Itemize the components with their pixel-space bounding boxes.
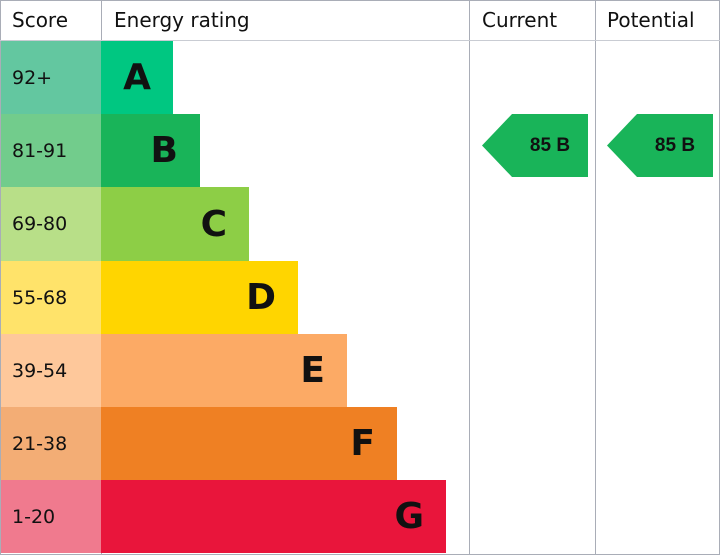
score-range-a: 92+	[1, 41, 101, 114]
rating-bar-b: B	[101, 114, 200, 187]
current-rating-label: 85 B	[529, 135, 571, 156]
header-current: Current	[482, 8, 558, 32]
rating-bar-e: E	[101, 334, 347, 407]
header-score: Score	[12, 8, 69, 32]
header-energy-rating: Energy rating	[114, 8, 250, 32]
score-range-b: 81-91	[1, 114, 101, 187]
header-potential: Potential	[607, 8, 695, 32]
rating-bar-a: A	[101, 41, 173, 114]
rating-bar-f: F	[101, 407, 397, 480]
score-range-d: 55-68	[1, 261, 101, 334]
header-divider	[0, 40, 720, 41]
current-arrow-shape	[482, 114, 588, 177]
rating-bar-g: G	[101, 480, 446, 553]
divider	[469, 0, 470, 555]
score-range-c: 69-80	[1, 187, 101, 261]
rating-bar-c: C	[101, 187, 249, 261]
potential-rating-label: 85 B	[654, 135, 696, 156]
score-range-g: 1-20	[1, 480, 101, 553]
current-rating-arrow: 85 B	[482, 114, 588, 177]
divider	[595, 0, 596, 555]
score-range-f: 21-38	[1, 407, 101, 480]
potential-arrow-shape	[607, 114, 713, 177]
rating-bar-d: D	[101, 261, 298, 334]
potential-rating-arrow: 85 B	[607, 114, 713, 177]
score-range-e: 39-54	[1, 334, 101, 407]
